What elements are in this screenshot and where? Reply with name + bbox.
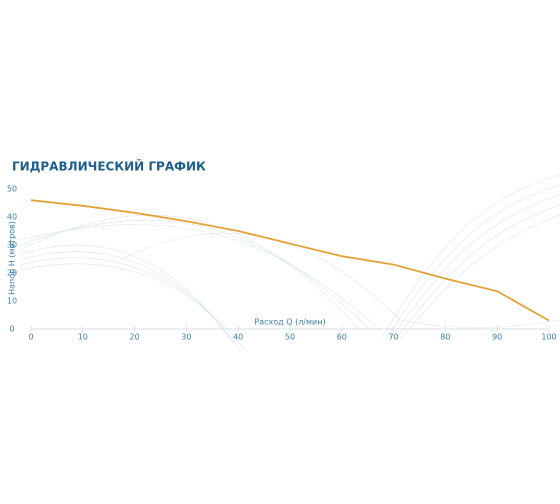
chart-title: ГИДРАВЛИЧЕСКИЙ ГРАФИК bbox=[12, 159, 206, 174]
x-tick-label: 60 bbox=[337, 333, 347, 342]
x-tick-label: 40 bbox=[233, 333, 243, 342]
x-tick-label: 20 bbox=[130, 333, 140, 342]
data-line bbox=[30, 199, 550, 322]
y-tick-label: 20 bbox=[7, 269, 17, 278]
x-axis-title: Расход Q (л/мин) bbox=[254, 318, 325, 327]
x-tick-label: 0 bbox=[28, 333, 33, 342]
x-tick-label: 90 bbox=[492, 333, 502, 342]
y-axis-title: Напор Н (метров) bbox=[8, 221, 17, 295]
y-tick-label: 50 bbox=[7, 185, 17, 194]
y-tick-label: 0 bbox=[9, 325, 14, 334]
y-tick-label: 10 bbox=[7, 297, 17, 306]
x-tick-label: 100 bbox=[541, 333, 556, 342]
y-tick-label: 30 bbox=[7, 241, 17, 250]
x-tick-label: 80 bbox=[440, 333, 450, 342]
background-waves bbox=[19, 174, 560, 351]
y-tick-label: 40 bbox=[7, 213, 17, 222]
x-tick-label: 10 bbox=[78, 333, 88, 342]
x-tick-label: 50 bbox=[285, 333, 295, 342]
x-tick-label: 70 bbox=[389, 333, 399, 342]
x-tick-label: 30 bbox=[181, 333, 191, 342]
